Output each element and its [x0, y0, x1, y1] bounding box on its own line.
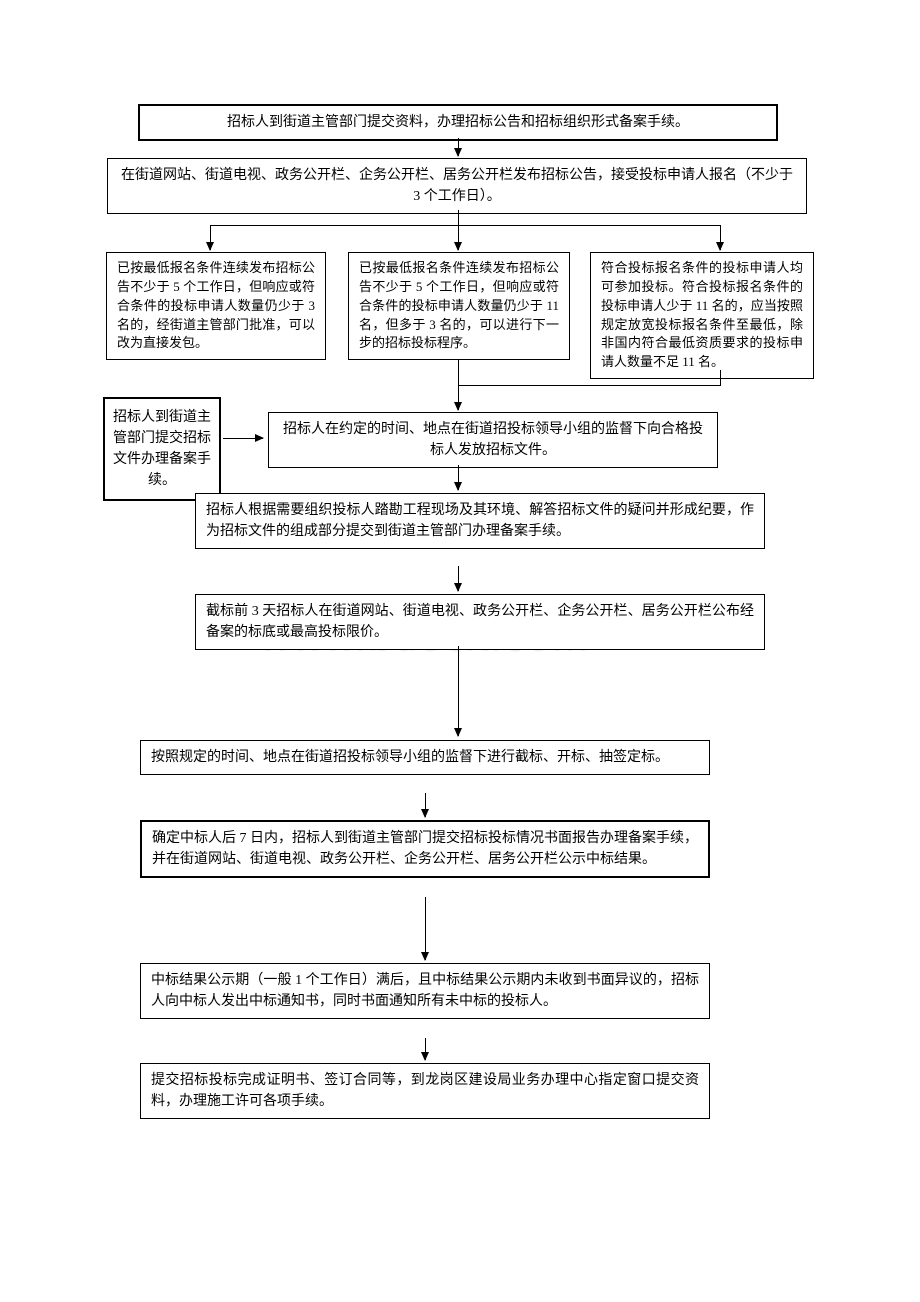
arrow-n1-n2 — [458, 138, 459, 156]
arrow-n2-n3c — [720, 225, 721, 250]
node-n8-text: 确定中标人后 7 日内，招标人到街道主管部门提交招标投标情况书面报告办理备案手续… — [152, 831, 698, 867]
arrow-n7-n8 — [425, 793, 426, 817]
conn-n2-stem — [458, 210, 459, 225]
node-n1: 招标人到街道主管部门提交资料，办理招标公告和招标组织形式备案手续。 — [138, 104, 778, 141]
conn-n3c-down — [720, 370, 721, 385]
node-n10-text: 提交招标投标完成证明书、签订合同等，到龙岗区建设局业务办理中心指定窗口提交资料，… — [151, 1073, 699, 1109]
node-n2: 在街道网站、街道电视、政务公开栏、企务公开栏、居务公开栏发布招标公告，接受投标申… — [107, 158, 807, 214]
node-n6: 截标前 3 天招标人在街道网站、街道电视、政务公开栏、企务公开栏、居务公开栏公布… — [195, 594, 765, 650]
conn-merge-h — [458, 385, 721, 386]
node-n3c-text: 符合投标报名条件的投标申请人均可参加投标。符合投标报名条件的投标申请人少于 11… — [601, 260, 803, 369]
node-n3b: 已按最低报名条件连续发布招标公告不少于 5 个工作日，但响应或符合条件的投标申请… — [348, 252, 570, 360]
arrow-n6-n7 — [458, 646, 459, 736]
node-n3a: 已按最低报名条件连续发布招标公告不少于 5 个工作日，但响应或符合条件的投标申请… — [106, 252, 326, 360]
node-n10: 提交招标投标完成证明书、签订合同等，到龙岗区建设局业务办理中心指定窗口提交资料，… — [140, 1063, 710, 1119]
node-n4side-text: 招标人到街道主管部门提交招标文件办理备案手续。 — [113, 410, 211, 488]
node-n7: 按照规定的时间、地点在街道招投标领导小组的监督下进行截标、开标、抽签定标。 — [140, 740, 710, 775]
arrow-n9-n10 — [425, 1038, 426, 1060]
arrow-n2-n3a — [210, 225, 211, 250]
node-n4-text: 招标人在约定的时间、地点在街道招投标领导小组的监督下向合格投标人发放招标文件。 — [283, 422, 703, 458]
conn-n2-hbar — [210, 225, 720, 226]
node-n3b-text: 已按最低报名条件连续发布招标公告不少于 5 个工作日，但响应或符合条件的投标申请… — [359, 260, 559, 350]
node-n1-text: 招标人到街道主管部门提交资料，办理招标公告和招标组织形式备案手续。 — [227, 115, 689, 130]
arrow-n4-n5 — [458, 465, 459, 490]
arrow-n2-n3b — [458, 225, 459, 250]
arrow-n8-n9 — [425, 897, 426, 960]
node-n8: 确定中标人后 7 日内，招标人到街道主管部门提交招标投标情况书面报告办理备案手续… — [140, 820, 710, 878]
node-n5-text: 招标人根据需要组织投标人踏勘工程现场及其环境、解答招标文件的疑问并形成纪要，作为… — [206, 503, 754, 539]
node-n3c: 符合投标报名条件的投标申请人均可参加投标。符合投标报名条件的投标申请人少于 11… — [590, 252, 814, 379]
node-n6-text: 截标前 3 天招标人在街道网站、街道电视、政务公开栏、企务公开栏、居务公开栏公布… — [206, 604, 754, 640]
node-n9: 中标结果公示期（一般 1 个工作日）满后，且中标结果公示期内未收到书面异议的，招… — [140, 963, 710, 1019]
node-n9-text: 中标结果公示期（一般 1 个工作日）满后，且中标结果公示期内未收到书面异议的，招… — [151, 973, 699, 1009]
arrow-n4side-n4 — [223, 438, 263, 439]
conn-n3b-down — [458, 360, 459, 385]
node-n4: 招标人在约定的时间、地点在街道招投标领导小组的监督下向合格投标人发放招标文件。 — [268, 412, 718, 468]
node-n7-text: 按照规定的时间、地点在街道招投标领导小组的监督下进行截标、开标、抽签定标。 — [151, 750, 669, 765]
node-n5: 招标人根据需要组织投标人踏勘工程现场及其环境、解答招标文件的疑问并形成纪要，作为… — [195, 493, 765, 549]
node-n4side: 招标人到街道主管部门提交招标文件办理备案手续。 — [103, 397, 221, 501]
arrow-n5-n6 — [458, 566, 459, 591]
node-n3a-text: 已按最低报名条件连续发布招标公告不少于 5 个工作日，但响应或符合条件的投标申请… — [117, 260, 315, 350]
flowchart-container: www.bdocx.com 招标人到街道主管部门提交资料，办理招标公告和招标组织… — [0, 0, 920, 1302]
node-n2-text: 在街道网站、街道电视、政务公开栏、企务公开栏、居务公开栏发布招标公告，接受投标申… — [121, 168, 793, 204]
arrow-merge-n4 — [458, 385, 459, 410]
